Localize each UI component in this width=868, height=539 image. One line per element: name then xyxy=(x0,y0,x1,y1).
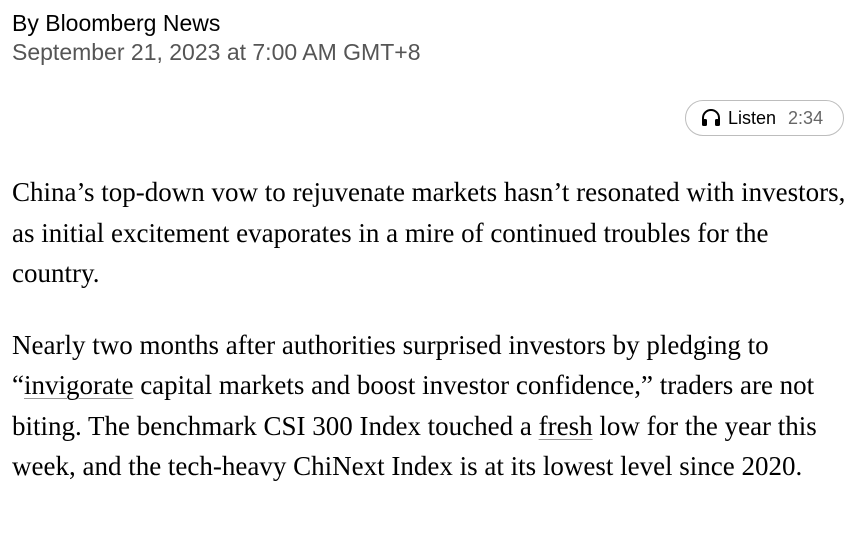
headphones-icon xyxy=(700,108,722,128)
article-paragraph: Nearly two months after authorities surp… xyxy=(12,325,852,487)
paragraph-text: capital markets and boost investor confi… xyxy=(12,370,815,441)
article-date: September 21, 2023 at 7:00 AM GMT+8 xyxy=(12,39,421,65)
listen-duration: 2:34 xyxy=(788,107,824,128)
listen-button[interactable]: Listen 2:34 xyxy=(685,100,844,136)
article-body: China’s top-down vow to rejuvenate marke… xyxy=(12,172,852,518)
paragraph-text: Nearly two months after authorities surp… xyxy=(12,329,769,401)
invigorate-link[interactable]: invigorate xyxy=(23,370,134,400)
paragraph-text: low for the year this week, and the tech… xyxy=(12,410,817,482)
article-author: By Bloomberg News xyxy=(12,10,221,36)
fresh-link[interactable]: fresh xyxy=(538,410,593,441)
article-paragraph: China’s top-down vow to rejuvenate marke… xyxy=(12,177,846,288)
listen-label: Listen xyxy=(728,107,777,128)
